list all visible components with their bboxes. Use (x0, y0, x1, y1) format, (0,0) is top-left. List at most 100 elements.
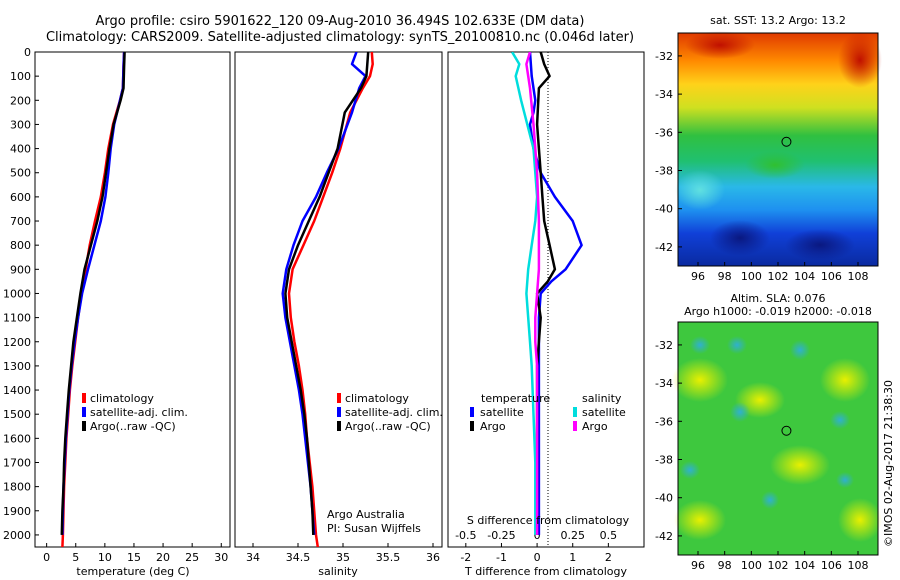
x-tick-label: 15 (127, 551, 141, 564)
legend-label-argo: Argo(..raw -QC) (345, 420, 431, 433)
map-x-tick-label: 98 (718, 270, 732, 283)
temperature-legend: climatology satellite-adj. clim. Argo(..… (82, 392, 188, 433)
figure-title-line2: Climatology: CARS2009. Satellite-adjuste… (46, 30, 634, 45)
temperature-xlabel: temperature (deg C) (76, 565, 189, 578)
s-diff-tick-label: -0.25 (487, 529, 515, 542)
sla-high-patch (674, 500, 726, 540)
depth-tick-label: 1400 (3, 384, 31, 397)
depth-tick-label: 1900 (3, 505, 31, 518)
depth-tick-label: 1500 (3, 408, 31, 421)
t-difference-x-axis: -2 -1 0 1 2 (460, 543, 612, 564)
sla-low-patch (761, 491, 779, 509)
sla-map-panel: Altim. SLA: 0.076 Argo h1000: -0.019 h20… (655, 292, 882, 572)
legend-swatch-s-argo (573, 421, 577, 431)
x-tick-label: -1 (496, 551, 507, 564)
s-difference-xlabel: S difference from climatology (467, 514, 630, 527)
legend-title-temperature: temperature (481, 392, 550, 405)
map-x-tick-label: 100 (741, 559, 762, 572)
map-x-tick-label: 108 (848, 270, 869, 283)
depth-tick-label: 1200 (3, 336, 31, 349)
map-y-tick-label: -34 (655, 377, 673, 390)
temperature-x-axis: 0 5 10 15 20 25 30 (43, 543, 228, 564)
legend-swatch-t-argo (470, 421, 474, 431)
salinity-x-axis: 34 34.5 35 35.5 36 (246, 543, 440, 564)
salinity-series (281, 52, 374, 547)
difference-legend: temperature salinity satellite Argo sate… (470, 392, 626, 433)
depth-tick-label: 200 (10, 94, 31, 107)
depth-tick-label: 2000 (3, 529, 31, 542)
depth-tick-label: 600 (10, 191, 31, 204)
sst-heatmap (675, 31, 882, 266)
legend-label-satellite: satellite-adj. clim. (345, 406, 443, 419)
legend-label-climatology: climatology (90, 392, 154, 405)
legend-label-s-satellite: satellite (582, 406, 626, 419)
x-tick-label: 35 (336, 551, 350, 564)
map-y-tick-label: -38 (655, 165, 673, 178)
depth-tick-label: 900 (10, 263, 31, 276)
difference-series (511, 52, 583, 535)
sst-map-title: sat. SST: 13.2 Argo: 13.2 (710, 14, 846, 27)
x-tick-label: 5 (72, 551, 79, 564)
legend-label-s-argo: Argo (582, 420, 608, 433)
series-line-sal_satellite (511, 52, 539, 535)
x-tick-label: 34 (246, 551, 260, 564)
s-diff-tick-label: -0.5 (455, 529, 476, 542)
sst-warm-patch (838, 32, 882, 88)
sst-cool-patch (675, 170, 725, 210)
map-x-tick-label: 102 (768, 270, 789, 283)
x-tick-label: 34.5 (286, 551, 311, 564)
sst-green-patch (745, 151, 805, 179)
legend-label-argo: Argo(..raw -QC) (90, 420, 176, 433)
map-x-tick-label: 108 (848, 559, 869, 572)
legend-label-t-satellite: satellite (480, 406, 524, 419)
sla-map-axes: 96 98 100 102 104 106 108 -32 -34 -36 -38 -40 -42 (655, 339, 868, 572)
depth-tick-label: 700 (10, 215, 31, 228)
map-y-tick-label: -34 (655, 88, 673, 101)
legend-swatch-satellite (337, 407, 341, 417)
x-tick-label: 0 (43, 551, 50, 564)
depth-axis: 0 100 200 300 400 500 600 700 800 900 1000 1100 1200… (3, 46, 39, 542)
depth-tick-label: 800 (10, 239, 31, 252)
series-line-sal_argo (525, 52, 541, 535)
legend-title-salinity: salinity (582, 392, 622, 405)
x-tick-label: 10 (98, 551, 112, 564)
sla-low-patch (790, 340, 810, 360)
x-tick-label: -2 (460, 551, 471, 564)
series-line-satellite (281, 52, 367, 535)
t-difference-xlabel: T difference from climatology (464, 565, 627, 578)
sla-high-patch (820, 358, 870, 402)
legend-swatch-argo (82, 421, 86, 431)
map-y-tick-label: -38 (655, 454, 673, 467)
salinity-legend: climatology satellite-adj. clim. Argo(..… (337, 392, 443, 433)
depth-tick-label: 0 (24, 46, 31, 59)
x-tick-label: 35.5 (376, 551, 401, 564)
s-diff-tick-label: 0.25 (560, 529, 585, 542)
sla-map-title2: Argo h1000: -0.019 h2000: -0.018 (684, 305, 872, 318)
depth-tick-label: 1600 (3, 432, 31, 445)
legend-swatch-s-satellite (573, 407, 577, 417)
sst-map-axes: 96 98 100 102 104 106 108 -32 -34 -36 -38 -40 -42 (655, 50, 868, 283)
s-difference-x-axis: -0.5 -0.25 0 0.25 0.5 (455, 529, 617, 542)
map-x-tick-label: 98 (718, 559, 732, 572)
map-x-tick-label: 96 (691, 559, 705, 572)
sla-low-patch (830, 411, 850, 429)
s-diff-tick-label: 0 (534, 529, 541, 542)
legend-swatch-climatology (337, 393, 341, 403)
series-line-argo (60, 52, 126, 535)
sla-map-title1: Altim. SLA: 0.076 (730, 292, 825, 305)
figure-title-line1: Argo profile: csiro 5901622_120 09-Aug-2… (96, 14, 585, 29)
x-tick-label: 36 (426, 551, 440, 564)
temperature-axes-box (34, 51, 231, 548)
legend-label-satellite: satellite-adj. clim. (90, 406, 188, 419)
sla-high-patch (838, 498, 882, 542)
sla-low-patch (836, 472, 854, 488)
annotation-line1: Argo Australia (327, 508, 405, 521)
salinity-xlabel: salinity (318, 565, 358, 578)
depth-tick-label: 300 (10, 118, 31, 131)
argo-position-marker (781, 136, 792, 147)
map-y-tick-label: -36 (655, 415, 673, 428)
sla-heatmap (672, 322, 882, 555)
sst-warm-patch (685, 31, 755, 59)
map-y-tick-label: -42 (655, 241, 673, 254)
